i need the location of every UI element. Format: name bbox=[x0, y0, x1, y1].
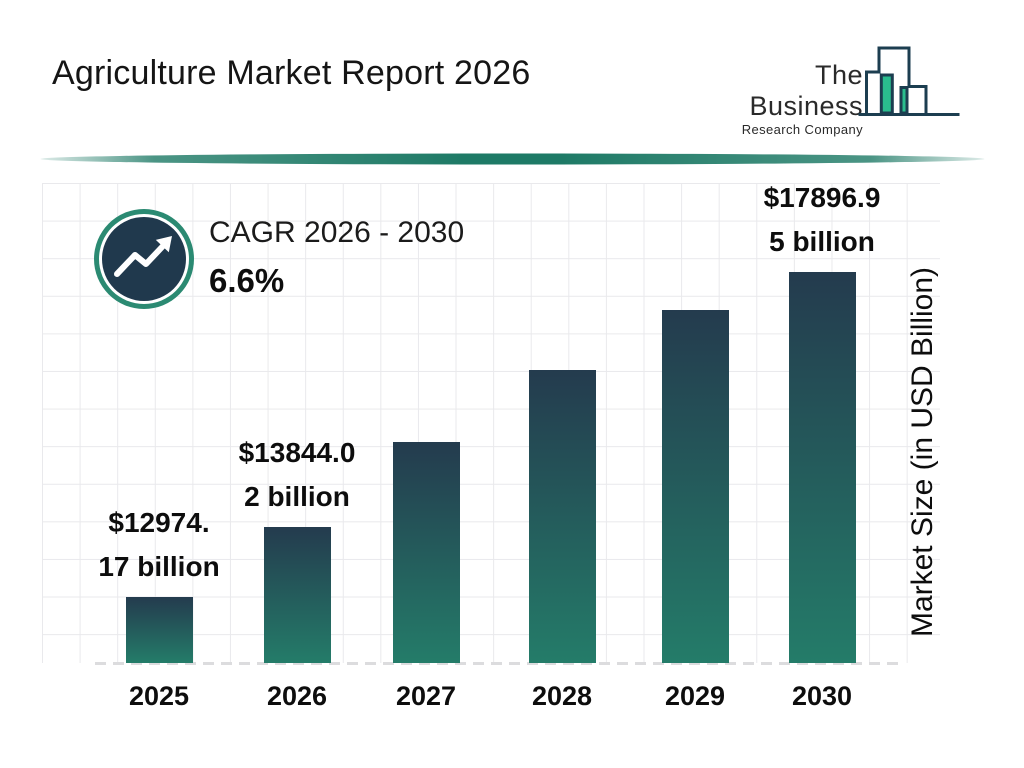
bar-value-label-2030: $17896.9 5 billion bbox=[764, 176, 881, 264]
bar-2025 bbox=[125, 597, 193, 663]
bar-value-label-2025: $12974. 17 billion bbox=[98, 501, 219, 589]
logo-text-primary: The Business bbox=[749, 60, 863, 121]
x-axis-label-2030: 2030 bbox=[791, 681, 853, 711]
bar-value-label-2026: $13844.0 2 billion bbox=[239, 431, 356, 519]
y-axis-title: Market Size (in USD Billion) bbox=[906, 266, 939, 638]
company-logo: The Business Research Company bbox=[705, 60, 863, 137]
header-divider bbox=[40, 153, 985, 165]
bar-value-label-line: $12974. bbox=[108, 507, 210, 538]
x-axis-label-2029: 2029 bbox=[664, 681, 726, 711]
bar-2028 bbox=[528, 370, 596, 663]
bar-value-label-line: 5 billion bbox=[769, 226, 875, 257]
bar-2030 bbox=[788, 272, 856, 663]
bar-value-label-line: 17 billion bbox=[98, 551, 220, 582]
x-axis-label-2026: 2026 bbox=[266, 681, 328, 711]
bar-2029 bbox=[661, 310, 729, 663]
logo-bar-chart-icon bbox=[858, 46, 960, 116]
cagr-value: 6.6% bbox=[209, 262, 285, 299]
bar-2027 bbox=[392, 442, 460, 663]
bar-2026 bbox=[263, 527, 331, 663]
x-axis-baseline bbox=[95, 662, 905, 665]
x-axis-label-2025: 2025 bbox=[128, 681, 190, 711]
logo-text-secondary: Research Company bbox=[741, 122, 863, 137]
bar-value-label-line: 2 billion bbox=[244, 481, 350, 512]
bar-value-label-line: $17896.9 bbox=[763, 182, 881, 213]
cagr-label: CAGR 2026 - 2030 bbox=[209, 216, 465, 249]
bar-value-label-line: $13844.0 bbox=[238, 437, 356, 468]
page-title: Agriculture Market Report 2026 bbox=[52, 54, 531, 92]
cagr-trend-badge-icon bbox=[94, 209, 194, 309]
x-axis-label-2028: 2028 bbox=[531, 681, 593, 711]
x-axis-label-2027: 2027 bbox=[395, 681, 457, 711]
